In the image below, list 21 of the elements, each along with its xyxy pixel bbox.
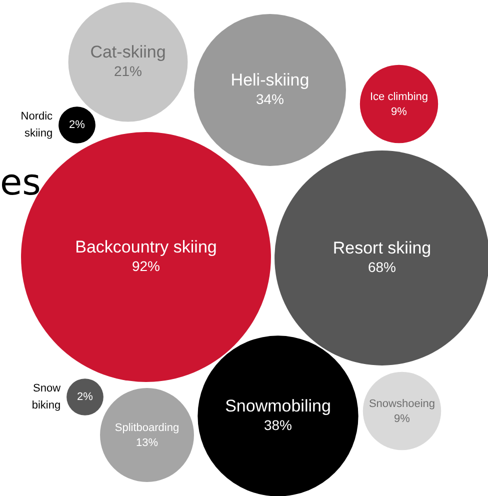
data-label: 2% xyxy=(77,391,94,404)
text: es xyxy=(0,162,41,204)
data-label: 9% xyxy=(394,413,410,426)
data-label: 38% xyxy=(264,416,292,433)
data-label: 34% xyxy=(256,90,284,107)
data-label: 13% xyxy=(136,437,158,450)
data-label: 92% xyxy=(132,258,160,274)
data-label: 68% xyxy=(368,258,396,275)
category-label: Cat-skiing xyxy=(90,42,166,62)
category-label: Snow biking xyxy=(32,382,61,412)
category-label: Backcountry skiing xyxy=(75,238,217,257)
data-label: 21% xyxy=(114,62,142,79)
category-label: Resort skiing xyxy=(332,238,432,258)
category-label: Heli-skiing xyxy=(230,70,310,90)
data-label: 2% xyxy=(69,119,86,132)
category-label: Nordic skiing xyxy=(20,110,54,140)
category-label: Snowmobiling xyxy=(225,396,331,416)
category-label: Splitboarding xyxy=(114,422,180,434)
data-label: 9% xyxy=(391,106,408,118)
category-label: Snowshoeing xyxy=(368,398,436,410)
category-label: Ice climbing xyxy=(370,91,428,104)
